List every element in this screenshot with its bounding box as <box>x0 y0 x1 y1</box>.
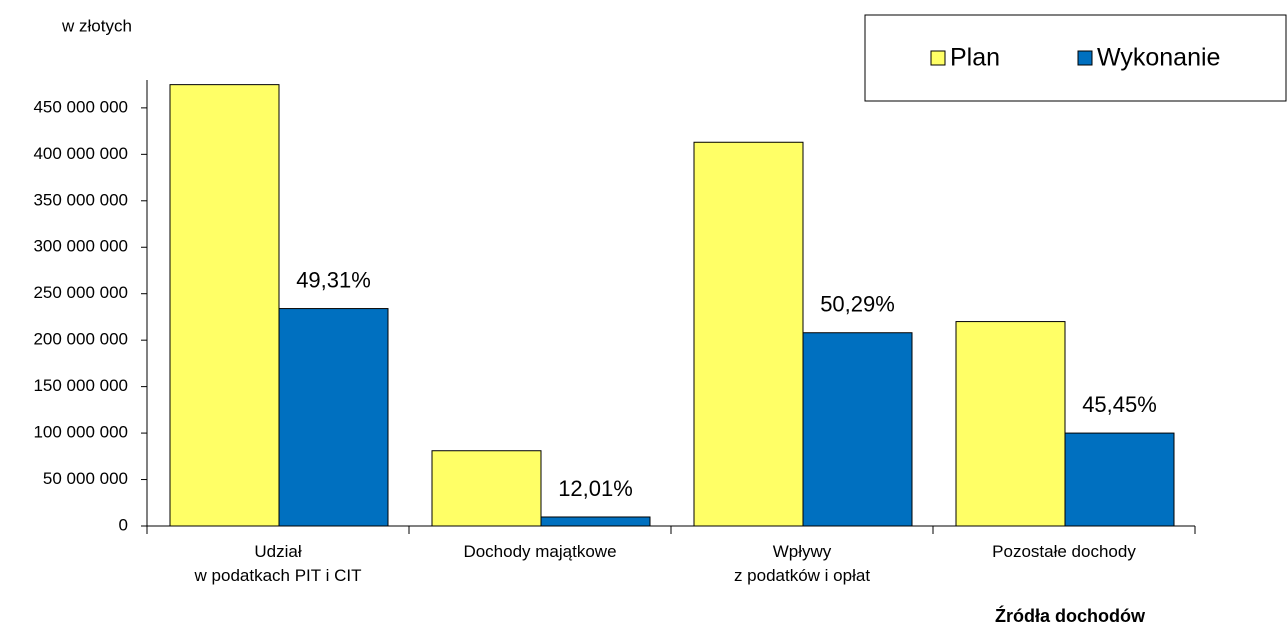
bar <box>540 516 651 527</box>
x-tick-label-line: Udział <box>254 542 301 561</box>
data-label: 12,01% <box>558 476 633 501</box>
bar <box>802 332 913 527</box>
data-label: 49,31% <box>296 267 371 292</box>
x-tick-label-line: Pozostałe dochody <box>992 542 1136 561</box>
y-tick-label: 150 000 000 <box>33 376 128 395</box>
subtitle: w złotych <box>61 16 132 35</box>
y-tick-label: 350 000 000 <box>33 190 128 209</box>
x-tick-label: Wpływy z podatków i opłat <box>734 542 870 585</box>
bar <box>955 321 1066 527</box>
y-tick-label: 0 <box>119 515 128 534</box>
x-axis-label: Źródła dochodów <box>995 605 1146 626</box>
x-tick-label: Dochody majątkowe <box>463 542 616 561</box>
y-tick-label: 300 000 000 <box>33 237 128 256</box>
legend-box <box>864 14 1287 102</box>
legend-label: Plan <box>950 44 1000 72</box>
bar <box>431 450 542 527</box>
x-tick-label-line: Wpływy <box>773 542 832 561</box>
legend-label: Wykonanie <box>1097 44 1220 72</box>
y-tick-label: 50 000 000 <box>43 469 128 488</box>
y-tick-label: 250 000 000 <box>33 283 128 302</box>
x-tick-label: Pozostałe dochody <box>992 542 1136 561</box>
x-tick-label: Udział w podatkach PIT i CIT <box>194 542 362 585</box>
x-tick-label-line: z podatków i opłat <box>734 566 870 585</box>
legend-swatch <box>1077 50 1093 66</box>
y-tick-label: 200 000 000 <box>33 330 128 349</box>
y-tick-label: 100 000 000 <box>33 423 128 442</box>
data-label: 45,45% <box>1082 392 1157 417</box>
y-tick-label: 400 000 000 <box>33 144 128 163</box>
bar <box>693 141 804 527</box>
x-tick-label-line: Dochody majątkowe <box>463 542 616 561</box>
bar <box>278 308 389 527</box>
legend-swatch <box>930 50 946 66</box>
y-tick-label: 450 000 000 <box>33 97 128 116</box>
x-tick-label-line: w podatkach PIT i CIT <box>194 566 362 585</box>
data-label: 50,29% <box>820 292 895 317</box>
bar <box>169 84 280 527</box>
bar <box>1064 432 1175 527</box>
